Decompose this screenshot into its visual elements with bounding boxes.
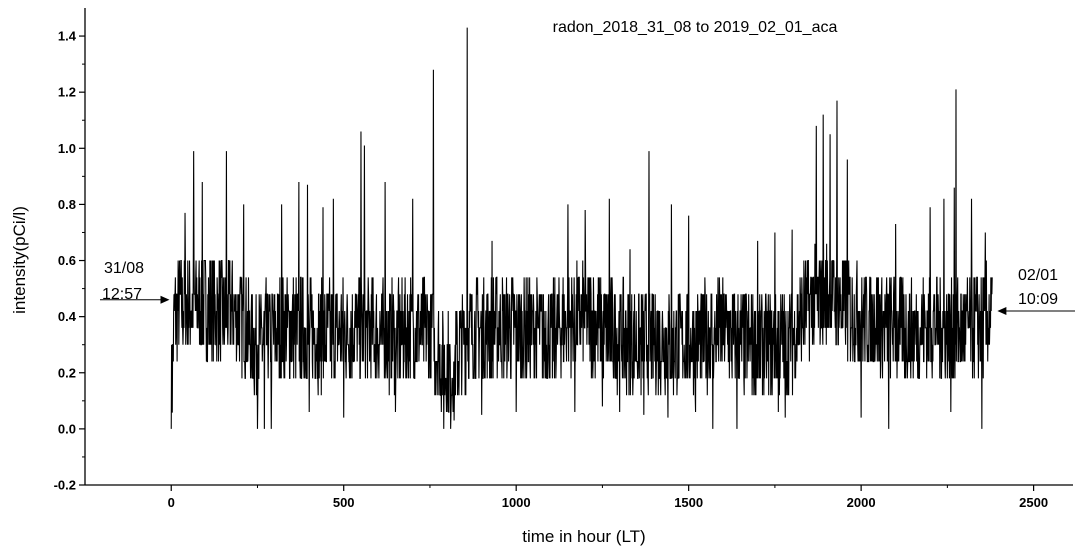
- y-tick-label: 0.0: [58, 421, 76, 436]
- x-tick-label: 2500: [1019, 495, 1048, 510]
- y-tick-label: 0.6: [58, 253, 76, 268]
- y-tick-label: 0.2: [58, 365, 76, 380]
- start-annotation-date: 31/08: [104, 260, 144, 277]
- y-tick-label: 1.2: [58, 85, 76, 100]
- axes: -0.2 0.0 0.2 0.4 0.6 0.8 1.0 1.2 1.4 0 500 1000 1500…: [54, 8, 1073, 510]
- y-axis-title: intensity(pCi/l): [10, 206, 29, 314]
- x-tick-label: 1500: [674, 495, 703, 510]
- y-tick-label: 0.4: [58, 309, 77, 324]
- y-tick-label: -0.2: [54, 478, 76, 493]
- labels: radon_2018_31_08 to 2019_02_01_aca time …: [10, 19, 1058, 546]
- x-tick-label: 500: [333, 495, 355, 510]
- x-axis-title: time in hour (LT): [522, 527, 645, 546]
- start-annotation-time: 12:57: [102, 286, 142, 303]
- x-tick-label: 0: [168, 495, 175, 510]
- end-annotation-time: 10:09: [1018, 291, 1058, 308]
- y-tick-label: 0.8: [58, 197, 76, 212]
- annotation-arrows: [100, 295, 1075, 316]
- intensity-series-line: [170, 27, 993, 429]
- plot-area: [170, 27, 993, 429]
- end-annotation-date: 02/01: [1018, 267, 1058, 284]
- y-tick-label: 1.4: [58, 29, 77, 44]
- start-annotation-arrowhead: [160, 295, 170, 304]
- x-tick-label: 2000: [847, 495, 876, 510]
- chart-title: radon_2018_31_08 to 2019_02_01_aca: [553, 19, 838, 36]
- x-tick-label: 1000: [502, 495, 531, 510]
- end-annotation-arrowhead: [997, 307, 1007, 316]
- y-tick-label: 1.0: [58, 141, 76, 156]
